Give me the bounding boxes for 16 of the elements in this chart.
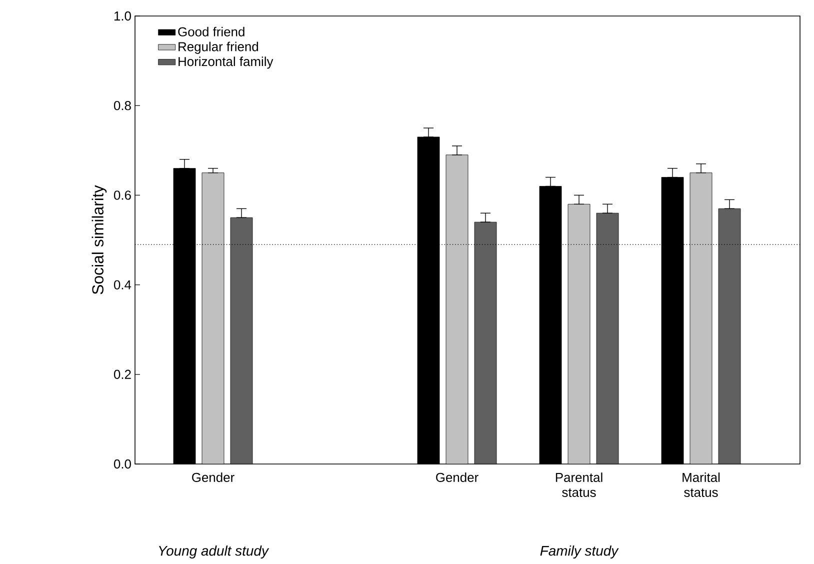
y-tick-label: 0.0 [114, 459, 131, 469]
x-tick-label: Parental status [556, 472, 602, 497]
x-tick-label: Gender [192, 472, 234, 482]
y-tick-label: 0.8 [114, 101, 131, 110]
legend-label: Regular friend [178, 42, 258, 54]
x-tick-label: Marital status [682, 472, 720, 497]
y-tick-label: 0.6 [114, 190, 131, 200]
legend-label: Horizontal family [178, 56, 274, 69]
legend-label: Good friend [178, 26, 244, 36]
y-tick-label: 0.4 [114, 280, 132, 290]
x-tick-label: Gender [436, 472, 478, 482]
y-axis-title: Social similarity [92, 185, 107, 294]
y-tick-label: 1.0 [114, 11, 131, 21]
y-tick-label: 0.2 [114, 370, 131, 379]
text: Young adult study [159, 546, 270, 558]
text: Family study [540, 546, 619, 558]
